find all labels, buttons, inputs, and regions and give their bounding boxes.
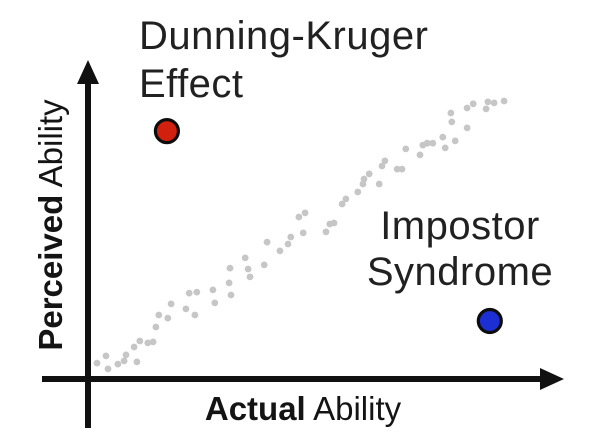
population-trend-point	[287, 233, 295, 241]
population-trend-point	[227, 291, 235, 299]
population-trend-point	[149, 338, 157, 346]
population-trend-point	[398, 165, 406, 173]
population-trend-point	[469, 100, 477, 108]
population-trend-point	[429, 139, 437, 147]
population-trend-point	[342, 195, 350, 203]
population-trend-point	[185, 289, 193, 297]
population-trend-point	[402, 145, 410, 153]
population-trend-point	[244, 265, 252, 273]
population-trend-point	[490, 99, 498, 107]
dunning-kruger-label-line1: Dunning-Kruger	[139, 14, 429, 58]
y-axis-label-rest: Ability	[32, 99, 69, 195]
population-trend-point	[416, 151, 424, 159]
population-trend-point	[144, 339, 152, 347]
population-trend-point	[338, 200, 346, 208]
population-trend-point	[365, 170, 373, 178]
population-trend-point	[133, 358, 141, 366]
population-trend-point	[155, 311, 163, 319]
dunning-kruger-label-line2: Effect	[139, 62, 244, 106]
population-trend-point	[167, 300, 175, 308]
population-trend-point	[152, 323, 160, 331]
population-trend-point	[276, 247, 284, 255]
population-trend-point	[225, 279, 233, 287]
population-trend-point	[136, 337, 144, 345]
population-trend-point	[484, 98, 492, 106]
population-trend-point	[246, 273, 254, 281]
population-trend-point	[130, 343, 138, 351]
population-trend-point	[439, 133, 447, 141]
x-axis-arrowhead-icon	[540, 368, 564, 390]
dunning-kruger-label: Dunning-Kruger Effect	[139, 12, 428, 108]
population-trend-point	[482, 105, 490, 113]
population-trend-point	[284, 240, 292, 248]
population-trend-point	[122, 351, 130, 359]
population-trend-point	[354, 188, 362, 196]
population-trend-point	[260, 261, 268, 269]
population-trend-point	[182, 305, 190, 313]
scatter-layer	[93, 97, 508, 373]
y-axis-arrowhead-icon	[77, 60, 99, 84]
population-trend-point	[164, 314, 172, 322]
impostor-syndrome-label: Impostor Syndrome	[310, 203, 600, 295]
population-trend-point	[114, 360, 122, 368]
population-trend-point	[211, 299, 219, 307]
population-trend-point	[448, 118, 456, 126]
population-trend-point	[447, 109, 455, 117]
population-trend-point	[463, 104, 471, 112]
population-trend-point	[441, 144, 449, 152]
population-trend-point	[299, 229, 307, 237]
population-trend-point	[209, 286, 217, 294]
population-trend-point	[263, 238, 271, 246]
population-trend-point	[381, 157, 389, 165]
population-trend-point	[193, 288, 201, 296]
population-trend-point	[330, 219, 338, 227]
y-axis-label-bold-word: Perceived	[32, 194, 69, 351]
impostor-syndrome-point	[476, 307, 503, 335]
population-trend-point	[191, 311, 199, 319]
population-trend-point	[241, 254, 249, 262]
population-trend-point	[120, 357, 128, 365]
x-axis-label-rest: Ability	[305, 390, 402, 427]
impostor-label-line2: Syndrome	[366, 250, 554, 294]
y-axis-label: Perceived Ability	[31, 55, 71, 395]
population-trend-point	[102, 352, 110, 360]
impostor-label-line1: Impostor	[380, 204, 540, 248]
x-axis-label: Actual Ability	[153, 389, 453, 429]
population-trend-point	[93, 359, 101, 367]
population-trend-point	[226, 264, 234, 272]
population-trend-point	[423, 139, 431, 147]
population-trend-point	[322, 228, 330, 236]
population-trend-point	[393, 165, 401, 173]
population-trend-point	[375, 180, 383, 188]
x-axis-label-bold-word: Actual	[204, 390, 306, 427]
population-trend-point	[463, 124, 471, 132]
population-trend-point	[301, 209, 309, 217]
population-trend-point	[500, 97, 508, 105]
population-trend-point	[295, 213, 303, 221]
dunning-kruger-effect-point	[153, 118, 180, 145]
population-trend-point	[378, 162, 386, 170]
population-trend-point	[451, 137, 459, 145]
population-trend-point	[360, 175, 368, 183]
population-trend-point	[104, 365, 112, 373]
